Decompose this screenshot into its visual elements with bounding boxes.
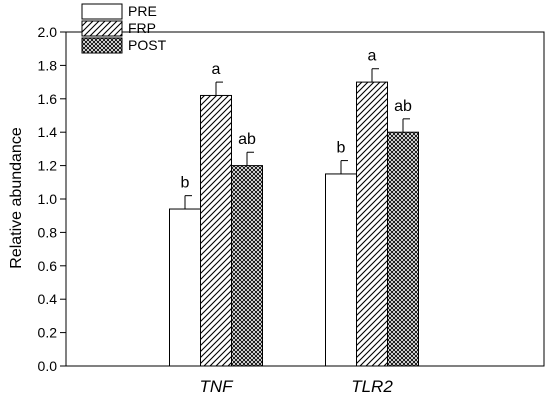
x-category-label: TNF [199, 377, 234, 396]
legend-swatch-post [81, 37, 123, 54]
y-tick-label: 0.2 [38, 325, 58, 341]
legend-label: POST [128, 37, 167, 53]
y-tick-label: 1.0 [38, 191, 58, 207]
y-tick-label: 0.4 [38, 291, 58, 307]
y-tick-label: 1.4 [38, 124, 58, 140]
y-tick-label: 1.8 [38, 57, 58, 73]
plot-frame [65, 31, 545, 367]
legend-label: FRP [128, 20, 156, 36]
y-tick-label: 0.8 [38, 224, 58, 240]
legend-swatch-frp [81, 20, 123, 37]
x-category-label: TLR2 [351, 377, 393, 396]
significance-label: ab [238, 131, 256, 148]
bar-frp-tnf [200, 94, 232, 367]
axes-group: 0.0 0.2 0.4 0.6 0.8 1.0 1.2 1.4 1.6 1.8 2.0 TNF TLR2 [38, 24, 545, 396]
y-tick-label: 2.0 [38, 24, 58, 40]
y-axis-title: Relative abundance [8, 127, 25, 269]
significance-label: b [181, 175, 190, 192]
y-tick-label: 0.0 [38, 358, 58, 374]
bar-post-tlr2 [387, 131, 419, 367]
bar-pre-tlr2 [325, 173, 357, 367]
bars-group: b a ab b a ab [169, 48, 419, 367]
significance-label: a [212, 61, 221, 78]
y-tick-label: 1.2 [38, 158, 58, 174]
y-tick-label: 1.6 [38, 91, 58, 107]
bar-frp-tlr2 [356, 81, 388, 367]
bar-pre-tnf [169, 208, 201, 367]
legend-label: PRE [128, 3, 157, 19]
significance-label: b [337, 140, 346, 157]
y-tick-label: 0.6 [38, 258, 58, 274]
bar-post-tnf [231, 165, 263, 367]
significance-label: a [368, 48, 377, 65]
legend-swatch-pre [81, 3, 123, 20]
significance-label: ab [394, 98, 412, 115]
